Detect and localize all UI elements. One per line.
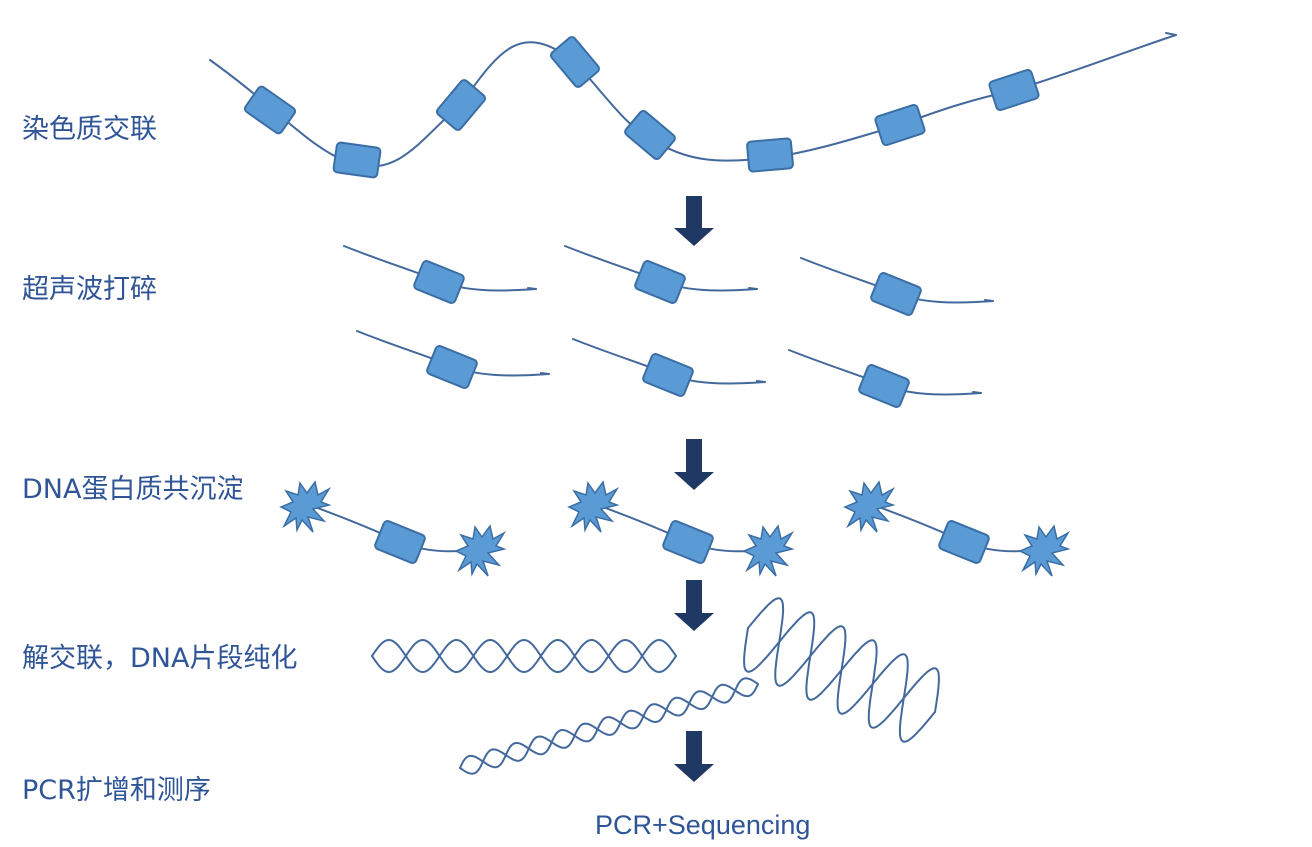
antibody-bead-icon: [567, 480, 620, 533]
immunoprecipitated-complex: [567, 480, 795, 577]
nucleosome: [870, 272, 922, 316]
dna-helix-strand: [371, 638, 677, 674]
sheared-fragment: [788, 349, 982, 408]
sheared-fragment: [572, 338, 766, 397]
nucleosome: [426, 345, 478, 389]
nucleosome: [436, 79, 486, 131]
nucleosome: [413, 260, 465, 304]
stage-label-pcr: PCR扩增和测序: [22, 775, 211, 806]
chromatin-strand-end: [1165, 32, 1177, 36]
immunoprecipitated-complex: [279, 480, 507, 577]
pcr-sequencing-caption: PCR+Sequencing: [595, 810, 811, 840]
down-arrow-icon: [674, 439, 714, 490]
nucleosome: [332, 141, 382, 179]
purified-dna-helices: [371, 597, 940, 775]
nucleosome: [642, 353, 694, 397]
dna-helix-strand: [371, 638, 677, 674]
down-arrow-icon: [674, 196, 714, 246]
antibody-bead-icon: [454, 524, 507, 577]
sheared-fragment: [356, 330, 550, 389]
dna-helix-strand: [459, 683, 759, 775]
nucleosome: [988, 68, 1040, 112]
sheared-fragment: [800, 257, 994, 316]
nucleosome: [624, 110, 676, 160]
antibody-bead-icon: [742, 524, 795, 577]
dna-helix-strand: [459, 677, 759, 769]
nucleosome: [374, 520, 426, 564]
antibody-bead-icon: [1018, 524, 1071, 577]
sheared-fragment: [343, 245, 537, 304]
nucleosome: [634, 260, 686, 304]
antibody-bead-icon: [279, 480, 332, 533]
stage-label-purify: 解交联，DNA片段纯化: [22, 643, 298, 674]
nucleosome: [662, 520, 714, 564]
immunoprecipitated-complex: [843, 480, 1071, 577]
antibody-bead-icon: [843, 480, 896, 533]
nucleosome: [938, 520, 990, 564]
nucleosome: [243, 85, 297, 135]
nucleosome: [874, 103, 926, 147]
nucleosome: [746, 137, 794, 173]
nucleosome: [858, 364, 910, 408]
down-arrow-icon: [674, 580, 714, 631]
stage-label-coip: DNA蛋白质共沉淀: [22, 474, 244, 505]
sheared-fragment: [564, 245, 758, 304]
stage-label-sonication: 超声波打碎: [22, 274, 157, 305]
chromatin-fiber: [209, 32, 1177, 179]
stage-label-crosslink: 染色质交联: [22, 114, 157, 145]
nucleosome: [550, 36, 600, 88]
dna-helix-strand: [747, 597, 936, 743]
down-arrow-icon: [674, 731, 714, 782]
